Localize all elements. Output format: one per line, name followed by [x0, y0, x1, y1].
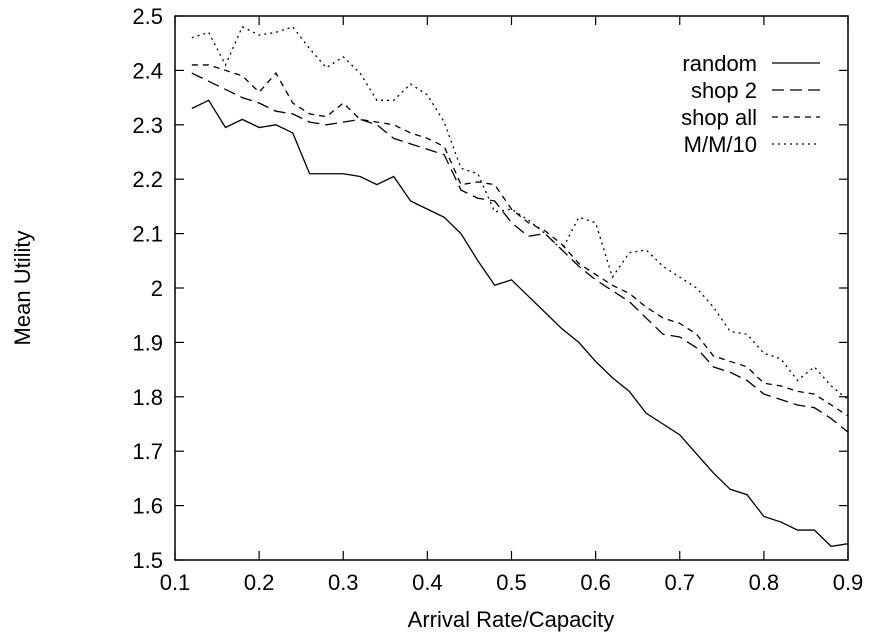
legend-label: shop all [681, 105, 757, 130]
x-axis-label: Arrival Rate/Capacity [408, 607, 615, 632]
x-tick-label: 0.4 [412, 570, 443, 595]
series-line-3 [191, 26, 849, 401]
y-tick-label: 2.5 [132, 4, 163, 29]
series-lines [191, 26, 849, 548]
y-axis-ticks: 1.5 1.6 1.7 1.8 1.9 2 2.1 2.2 2.3 2.4 2.5 [132, 4, 848, 573]
series-line-0 [191, 99, 849, 548]
legend-label: random [682, 51, 757, 76]
x-tick-label: 0.7 [664, 570, 695, 595]
legend-label: M/M/10 [684, 132, 757, 157]
x-tick-label: 0.3 [328, 570, 359, 595]
y-tick-label: 2.2 [132, 167, 163, 192]
series-line-1 [191, 72, 849, 433]
y-tick-label: 1.6 [132, 494, 163, 519]
x-tick-label: 0.6 [580, 570, 611, 595]
x-tick-label: 0.9 [833, 570, 864, 595]
x-tick-label: 0.8 [749, 570, 780, 595]
y-tick-label: 1.9 [132, 330, 163, 355]
y-tick-label: 2 [151, 276, 163, 301]
x-axis-ticks: 0.1 0.2 0.3 0.4 0.5 0.6 0.7 0.8 0.9 [160, 16, 864, 595]
x-tick-label: 0.5 [496, 570, 527, 595]
y-tick-label: 2.4 [132, 58, 163, 83]
y-tick-label: 2.3 [132, 113, 163, 138]
y-tick-label: 1.8 [132, 385, 163, 410]
y-axis-label: Mean Utility [10, 231, 35, 346]
y-tick-label: 1.5 [132, 548, 163, 573]
y-tick-label: 1.7 [132, 439, 163, 464]
series-line-2 [191, 64, 849, 417]
x-tick-label: 0.1 [160, 570, 191, 595]
y-tick-label: 2.1 [132, 222, 163, 247]
legend-label: shop 2 [691, 78, 757, 103]
x-tick-label: 0.2 [244, 570, 275, 595]
